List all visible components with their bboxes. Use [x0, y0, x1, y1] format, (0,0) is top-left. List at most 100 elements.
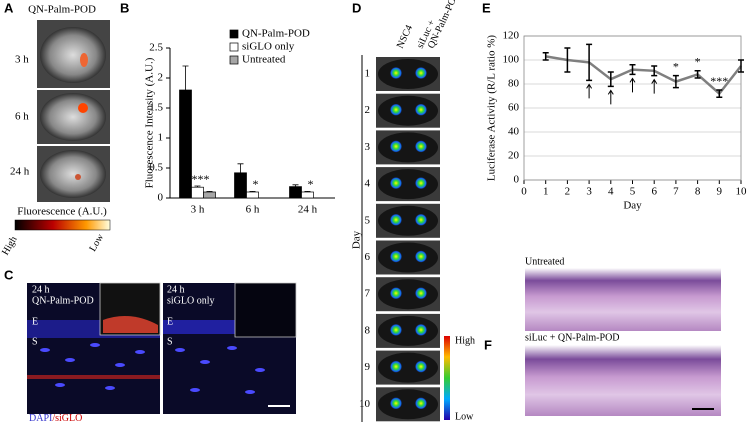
- colorbar-title: Fluorescence (A.U.): [17, 206, 107, 218]
- signal-spot: [390, 140, 402, 153]
- y-tick-label: 1.5: [149, 102, 163, 114]
- histology-image: [525, 345, 721, 416]
- y-tick-label: 60: [508, 102, 520, 114]
- mouse-body: [378, 279, 438, 310]
- x-tick-label: 5: [630, 186, 636, 198]
- legend-swatch: [229, 55, 239, 65]
- mouse-images: [37, 20, 110, 202]
- x-tick-label: 10: [736, 186, 748, 198]
- image-label: 24 h: [167, 284, 185, 295]
- error-bar: [694, 70, 701, 79]
- row-label: 8: [365, 324, 371, 336]
- signal-spot: [415, 177, 427, 190]
- layer-label: S: [32, 336, 38, 347]
- panel-label: B: [120, 0, 129, 15]
- line-chart: Luciferase Activity (R/L ratio %)Day0204…: [486, 30, 747, 212]
- signal-spot: [415, 213, 427, 226]
- x-tick-label: 24 h: [298, 204, 318, 216]
- time-label: 6 h: [15, 111, 29, 123]
- x-tick-label: 2: [565, 186, 571, 198]
- bar: [246, 191, 259, 199]
- panel-label: E: [482, 0, 491, 15]
- x-tick-label: 8: [695, 186, 701, 198]
- image-label: QN-Palm-POD: [32, 295, 94, 306]
- y-tick-label: 40: [508, 126, 520, 138]
- mouse-body: [378, 315, 438, 346]
- panel-label: A: [4, 0, 14, 15]
- histology-image: [525, 268, 721, 331]
- bar: [203, 191, 216, 199]
- x-axis-title: Day: [623, 200, 642, 212]
- mouse-body: [378, 95, 438, 126]
- row-label: 5: [365, 214, 371, 226]
- bar: [179, 89, 192, 199]
- error-bar: [182, 65, 189, 90]
- signal-spot: [390, 287, 402, 300]
- error-bar: [206, 191, 213, 192]
- row-label: 7: [365, 288, 371, 300]
- error-bar: [194, 185, 201, 188]
- error-bar: [629, 64, 636, 76]
- time-label: 24 h: [10, 166, 30, 178]
- stain-label: /siGLO: [52, 413, 82, 424]
- x-tick-label: 1: [543, 186, 549, 198]
- plot-frame: [523, 35, 742, 181]
- x-tick-label: 6 h: [246, 204, 260, 216]
- y-tick-label: 2.5: [149, 42, 163, 54]
- legend-swatch: [229, 29, 239, 39]
- error-bar: [564, 47, 571, 73]
- legend-swatch: [229, 42, 239, 52]
- y-tick-label: 0.5: [149, 162, 163, 174]
- fluorescence-images: [27, 282, 297, 414]
- x-tick-label: 0: [521, 186, 527, 198]
- x-tick-label: 9: [717, 186, 723, 198]
- error-bar: [249, 191, 256, 192]
- signal-spot: [390, 397, 402, 410]
- column-header: NSC4: [395, 23, 415, 50]
- significance: *: [673, 59, 679, 73]
- error-bar: [716, 89, 723, 98]
- error-bar: [292, 184, 299, 187]
- significance: *: [253, 177, 259, 191]
- row-label: 6: [365, 251, 371, 263]
- y-axis-title: Fluorescence Intensity (A.U.): [144, 57, 156, 188]
- colorbar: [444, 336, 450, 420]
- row-label: 2: [365, 104, 371, 116]
- signal-spot: [415, 360, 427, 373]
- stain-label: DAPI: [29, 413, 52, 424]
- colorbar-high: High: [0, 234, 20, 257]
- x-tick-label: 4: [608, 186, 614, 198]
- colorbar: [14, 219, 111, 231]
- colorbar-low: Low: [87, 232, 106, 254]
- mouse-body: [378, 169, 438, 200]
- error-bar: [237, 163, 244, 173]
- mouse-body: [378, 132, 438, 163]
- significance: *: [695, 55, 701, 69]
- signal-spot: [390, 213, 402, 226]
- colorbar-low: Low: [455, 411, 474, 422]
- signal-spot: [415, 140, 427, 153]
- significance: *: [308, 177, 314, 191]
- signal-spot: [415, 287, 427, 300]
- signal-spot: [390, 103, 402, 116]
- bar: [301, 191, 314, 199]
- arrow: [651, 78, 658, 94]
- y-tick-label: 20: [508, 150, 520, 162]
- arrow: [607, 89, 614, 105]
- error-bar: [586, 43, 593, 82]
- layer-label: E: [167, 316, 173, 327]
- row-label: 3: [365, 141, 371, 153]
- arrow: [629, 77, 636, 93]
- layer-label: E: [32, 316, 38, 327]
- time-label: 3 h: [15, 54, 29, 66]
- bar: [234, 172, 247, 199]
- signal-spot: [415, 397, 427, 410]
- x-tick-label: 3: [586, 186, 592, 198]
- signal-spot: [415, 103, 427, 116]
- row-label: 4: [365, 178, 371, 190]
- mouse-body: [378, 242, 438, 273]
- y-tick-label: 0: [514, 174, 520, 186]
- signal-spot: [390, 67, 402, 79]
- imaging-rows: 1 2 3 4 5 6 7 8 9 10: [359, 57, 440, 422]
